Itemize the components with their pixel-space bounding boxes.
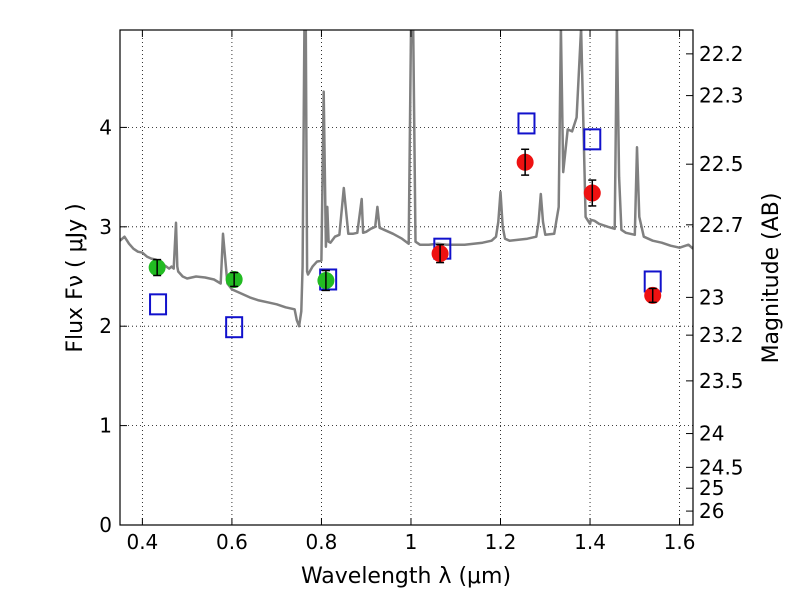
model-flux-square [225, 316, 244, 339]
x-axis-label: Wavelength λ (μm) [301, 564, 511, 589]
x-tick-label: 1.2 [485, 530, 517, 554]
mag-tick-label: 23 [699, 285, 724, 309]
y-tick-label: 4 [99, 115, 112, 139]
mag-tick-label: 25 [699, 476, 724, 500]
mag-tick-label: 24.5 [699, 455, 744, 479]
axis-ticks: 0.4 0.6 0.8 1 1.2 1.4 1.60123422.222.322.522.7… [99, 30, 744, 554]
mag-tick-label: 24 [699, 422, 724, 446]
mag-tick-label: 22.2 [699, 42, 744, 66]
axes-frame [119, 29, 694, 526]
y-axis-label: Flux Fν ( μJy ) [63, 203, 88, 352]
mag-tick-label: 22.3 [699, 84, 744, 108]
x-tick-label: 0.8 [306, 530, 338, 554]
plot-area [120, 30, 693, 339]
y-tick-label: 2 [99, 314, 112, 338]
mag-tick-label: 22.7 [699, 213, 744, 237]
model-spectrum-line [120, 30, 693, 328]
mag-tick-label: 23.2 [699, 323, 744, 347]
x-tick-label: 1.4 [574, 530, 606, 554]
y-tick-label: 3 [99, 215, 112, 239]
mag-tick-label: 26 [699, 499, 724, 523]
x-tick-label: 0.6 [216, 530, 248, 554]
x-tick-label: 0.4 [126, 530, 158, 554]
gridlines [120, 30, 693, 525]
model-flux-square [583, 128, 602, 151]
mag-tick-label: 23.5 [699, 369, 744, 393]
y-tick-label: 0 [99, 513, 112, 537]
x-tick-label: 1.6 [664, 530, 696, 554]
model-flux-square [517, 112, 536, 135]
mag-tick-label: 22.5 [699, 152, 744, 176]
model-flux-square [149, 293, 168, 316]
y-tick-label: 1 [99, 414, 112, 438]
right-axis-label: Magnitude (AB) [759, 193, 784, 364]
x-tick-label: 1 [405, 530, 418, 554]
